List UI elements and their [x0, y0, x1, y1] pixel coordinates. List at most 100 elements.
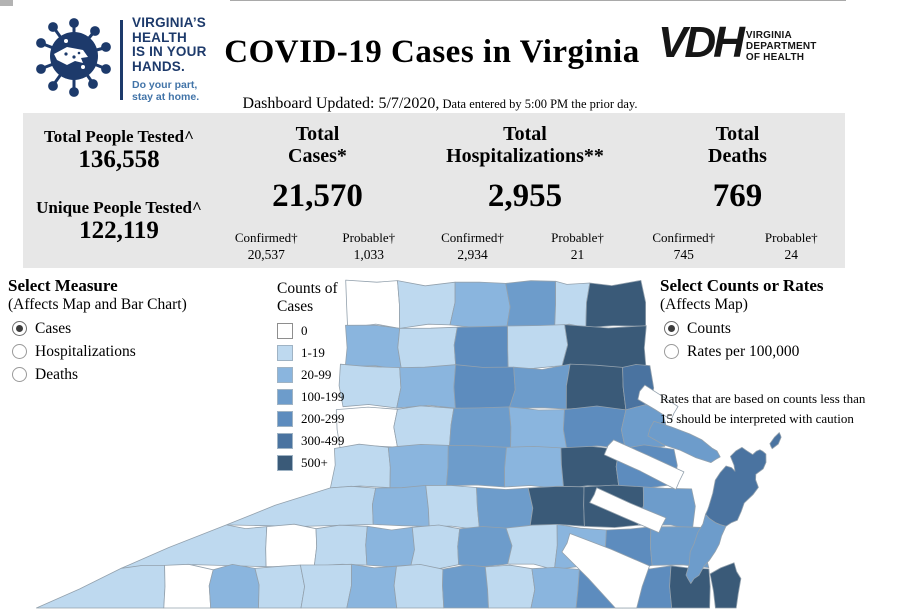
county-shape[interactable]: [508, 406, 568, 450]
county-shape[interactable]: [35, 564, 166, 609]
county-shape[interactable]: [225, 485, 377, 527]
updated-date: Dashboard Updated: 5/7/2020,: [242, 95, 440, 112]
county-shape[interactable]: [442, 564, 489, 609]
select-counts-rates-panel: Select Counts or Rates (Affects Map) Cou…: [660, 276, 890, 429]
radio-button-icon[interactable]: [664, 321, 679, 337]
james-river[interactable]: [561, 533, 650, 609]
legend-item: 200-299: [277, 410, 407, 427]
logo-text-line: VIRGINIA’S: [132, 15, 207, 31]
total-deaths-value: 769: [712, 177, 763, 214]
updated-note: Data entered by 5:00 PM the prior day.: [439, 97, 638, 111]
county-shape[interactable]: [299, 563, 353, 609]
legend-item: 1-19: [277, 344, 407, 361]
panel-subtitle: (Affects Map and Bar Chart): [8, 296, 187, 314]
county-shape[interactable]: [313, 524, 368, 567]
county-shape[interactable]: [527, 485, 585, 529]
county-shape[interactable]: [449, 281, 511, 330]
county-shape[interactable]: [410, 524, 461, 569]
select-measure-panel: Select Measure (Affects Map and Bar Char…: [8, 276, 248, 384]
county-shape[interactable]: [208, 563, 260, 609]
legend-item: 20-99: [277, 366, 407, 383]
county-shape[interactable]: [254, 564, 306, 609]
radio-hospitalizations[interactable]: Hospitalizations: [8, 343, 248, 361]
virginia-choropleth-map[interactable]: [15, 275, 795, 613]
stat-col-tested: Total People Tested^ 136,558 Unique Peop…: [23, 113, 215, 268]
county-shape[interactable]: [453, 325, 509, 370]
county-shape[interactable]: [476, 487, 534, 531]
county-shape[interactable]: [372, 484, 430, 527]
legend-swatch: [277, 432, 293, 449]
logo-divider: [120, 19, 123, 100]
county-shape[interactable]: [561, 324, 647, 370]
stat-label: Unique People Tested^: [36, 197, 202, 217]
logo-text-line: HANDS.: [132, 59, 185, 75]
stat-value: 136,558: [78, 145, 160, 173]
county-shape[interactable]: [425, 484, 480, 531]
coronavirus-icon: [36, 16, 114, 103]
chincoteague[interactable]: [769, 432, 782, 450]
legend-title: Counts of Cases: [277, 280, 338, 316]
confirmed-cases: Confirmed† 20,537: [234, 229, 298, 263]
probable-cases: Probable† 1,033: [342, 229, 396, 263]
radio-rates[interactable]: Rates per 100,000: [660, 343, 890, 361]
radio-cases[interactable]: Cases: [8, 320, 248, 338]
total-people-tested: Total People Tested^ 136,558: [23, 127, 215, 173]
vdh-dept-line: DEPARTMENT: [745, 41, 817, 53]
stat-label: Total People Tested^: [44, 127, 194, 146]
legend-swatch: [277, 454, 293, 471]
probable-hospitalizations: Probable† 21: [551, 229, 604, 263]
county-shape[interactable]: [163, 563, 214, 609]
legend-item: 0: [277, 322, 407, 339]
northern-neck[interactable]: [647, 420, 721, 464]
dashboard-updated-text: Dashboard Updated: 5/7/2020, Data entere…: [180, 95, 700, 113]
county-shape[interactable]: [446, 444, 507, 488]
radio-button-icon[interactable]: [664, 344, 679, 360]
logo-text-line: HEALTH: [132, 29, 187, 45]
county-shape[interactable]: [507, 324, 569, 370]
vdh-dept-line: OF HEALTH: [745, 52, 805, 64]
county-shape[interactable]: [554, 280, 591, 329]
radio-button-icon[interactable]: [12, 367, 27, 383]
county-shape[interactable]: [565, 363, 627, 411]
county-shape[interactable]: [484, 564, 536, 609]
radio-button-icon[interactable]: [12, 321, 27, 337]
page-title: COVID-19 Cases in Virginia: [224, 34, 640, 70]
vdh-logo: VDH VIRGINIA DEPARTMENT OF HEALTH: [658, 21, 817, 65]
radio-counts[interactable]: Counts: [660, 320, 890, 338]
map-legend: Counts of Cases 0 1-19 20-99 100-199 200…: [277, 280, 407, 471]
county-shape[interactable]: [120, 524, 268, 569]
rappahannock-river[interactable]: [603, 439, 685, 490]
radio-deaths[interactable]: Deaths: [8, 366, 248, 384]
stat-title: Total Cases*: [288, 123, 347, 168]
county-shape[interactable]: [508, 363, 571, 410]
legend-swatch: [277, 366, 293, 383]
browser-edge-tab: [0, 0, 13, 6]
county-shape[interactable]: [393, 563, 445, 609]
northampton[interactable]: [685, 513, 727, 584]
county-shape[interactable]: [530, 566, 580, 609]
legend-item: 300-499: [277, 432, 407, 449]
county-shape[interactable]: [448, 406, 512, 450]
virginia-beach-coast[interactable]: [709, 562, 742, 609]
county-shape[interactable]: [505, 523, 558, 571]
county-shape[interactable]: [346, 563, 398, 609]
radio-button-icon[interactable]: [12, 344, 27, 360]
county-shape[interactable]: [504, 445, 565, 490]
legend-swatch: [277, 388, 293, 405]
county-shape[interactable]: [453, 364, 516, 410]
potomac-river[interactable]: [637, 384, 679, 421]
county-shape[interactable]: [265, 523, 318, 568]
legend-swatch: [277, 344, 293, 361]
county-shape[interactable]: [505, 280, 556, 330]
county-shape[interactable]: [457, 526, 513, 567]
county-shape[interactable]: [365, 525, 415, 568]
browser-edge-line: [230, 0, 846, 1]
legend-item: 500+: [277, 454, 407, 471]
county-shape[interactable]: [585, 280, 646, 329]
total-hospitalizations-value: 2,955: [487, 177, 563, 214]
panel-title: Select Measure: [8, 276, 118, 295]
panel-subtitle: (Affects Map): [660, 296, 748, 314]
york-river[interactable]: [589, 487, 667, 534]
legend-item: 100-199: [277, 388, 407, 405]
summary-stats-bar: Total People Tested^ 136,558 Unique Peop…: [23, 113, 845, 268]
